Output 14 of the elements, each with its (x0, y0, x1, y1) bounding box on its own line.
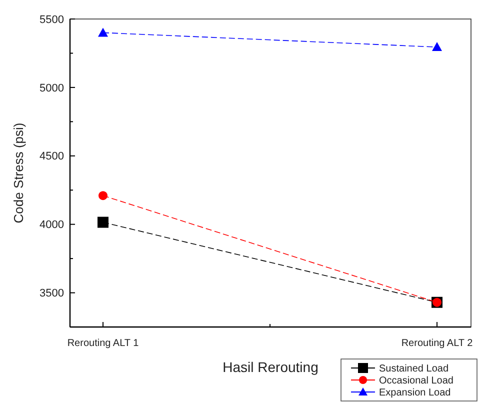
y-tick-label: 5000 (40, 82, 64, 94)
y-tick-label: 3500 (40, 288, 64, 300)
legend-label: Sustained Load (379, 364, 449, 374)
legend-label: Expansion Load (379, 388, 451, 398)
x-tick-label: Rerouting ALT 2 (401, 338, 474, 349)
point (98, 216, 108, 228)
point (98, 191, 108, 200)
x-tick-label: Rerouting ALT 1 (67, 338, 140, 349)
y-tick-label: 4500 (40, 150, 64, 163)
x-axis-title: Hasil Rerouting (222, 359, 318, 375)
y-tick-label: 4000 (40, 219, 64, 232)
legend-label: Occasional Load (379, 376, 454, 386)
y-axis-title: Code Stress (psi) (11, 122, 26, 224)
y-tick-label: 5500 (40, 14, 64, 26)
